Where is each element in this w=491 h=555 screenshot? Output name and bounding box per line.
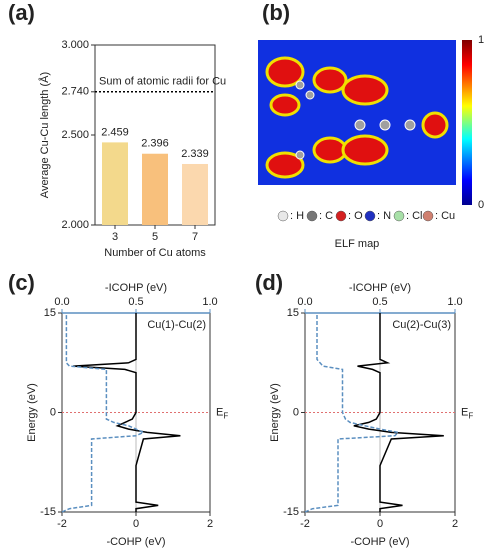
x-tick-label: 0	[133, 518, 139, 530]
fermi-sub: F	[223, 412, 228, 421]
x-axis-label: -COHP (eV)	[350, 536, 409, 548]
x2-tick-label: 1.0	[202, 296, 217, 308]
y-axis-label: Energy (eV)	[26, 383, 38, 442]
atom-swatch	[277, 210, 289, 222]
y-axis-label: Energy (eV)	[269, 383, 281, 442]
x2-tick-label: 0.5	[372, 296, 387, 308]
atom-label: : Cl	[406, 210, 423, 222]
panel-label: (a)	[8, 0, 35, 25]
atom-label: : H	[290, 210, 304, 222]
x-tick-label: 2	[207, 518, 213, 530]
y-tick-label: -15	[283, 506, 299, 518]
x-axis-label: Number of Cu atoms	[104, 247, 206, 259]
value-label: 2.459	[101, 126, 129, 138]
panel-label: (b)	[262, 0, 290, 25]
colorbar-tick-label: 1	[478, 34, 484, 46]
panel-label: (c)	[8, 270, 35, 295]
image-caption: ELF map	[335, 238, 380, 250]
x-tick-label: -2	[300, 518, 310, 530]
atom-swatch	[335, 210, 347, 222]
fermi-e: E	[216, 406, 223, 418]
x-tick-label: 5	[152, 231, 158, 243]
x-tick-label: -2	[57, 518, 67, 530]
fermi-label: EF	[461, 406, 473, 420]
fermi-e: E	[461, 406, 468, 418]
x2-tick-label: 0.5	[128, 296, 143, 308]
panel-label: (d)	[255, 270, 283, 295]
atom-swatch	[393, 210, 405, 222]
x2-axis-label: -ICOHP (eV)	[105, 282, 167, 294]
value-label: 2.396	[141, 138, 169, 150]
x-axis-label: -COHP (eV)	[106, 536, 165, 548]
atom-label: : N	[377, 210, 391, 222]
elf-image	[258, 40, 472, 205]
y-tick-label: 15	[44, 307, 56, 319]
y-axis-label: Average Cu-Cu length (Å)	[38, 72, 51, 198]
atom-label: : C	[319, 210, 333, 222]
annotation: Cu(2)-Cu(3)	[392, 319, 451, 331]
fermi-label: EF	[216, 406, 228, 420]
y-tick-label: 2.000	[61, 219, 89, 231]
y-tick-label: 3.000	[61, 39, 89, 51]
fermi-sub: F	[468, 412, 473, 421]
y-tick-label: 0	[50, 406, 56, 418]
y-tick-label: 2.740	[61, 86, 89, 98]
x2-axis-label: -ICOHP (eV)	[349, 282, 411, 294]
atom-swatch	[306, 210, 318, 222]
x2-tick-label: 0.0	[54, 296, 69, 308]
atom-swatch	[422, 210, 434, 222]
x2-tick-label: 0.0	[297, 296, 312, 308]
x-tick-label: 2	[452, 518, 458, 530]
atom-label: : O	[348, 210, 363, 222]
bar	[102, 142, 128, 225]
y-tick-label: 0	[293, 406, 299, 418]
bar	[182, 163, 208, 225]
series-line	[353, 313, 444, 512]
x-tick-label: 3	[112, 231, 118, 243]
x-tick-label: 7	[192, 231, 198, 243]
x2-tick-label: 1.0	[447, 296, 462, 308]
y-tick-label: -15	[40, 506, 56, 518]
y-tick-label: 2.500	[61, 129, 89, 141]
annotation: Cu(1)-Cu(2)	[147, 319, 206, 331]
series-line	[304, 313, 400, 513]
x-tick-label: 0	[377, 518, 383, 530]
value-label: 2.339	[181, 148, 209, 160]
colorbar-tick-label: 0	[478, 199, 484, 211]
series-line	[61, 313, 146, 513]
bar	[142, 153, 168, 225]
reference-label: Sum of atomic radii for Cu	[99, 76, 226, 88]
atom-label: : Cu	[435, 210, 455, 222]
y-tick-label: 15	[287, 307, 299, 319]
atom-swatch	[364, 210, 376, 222]
